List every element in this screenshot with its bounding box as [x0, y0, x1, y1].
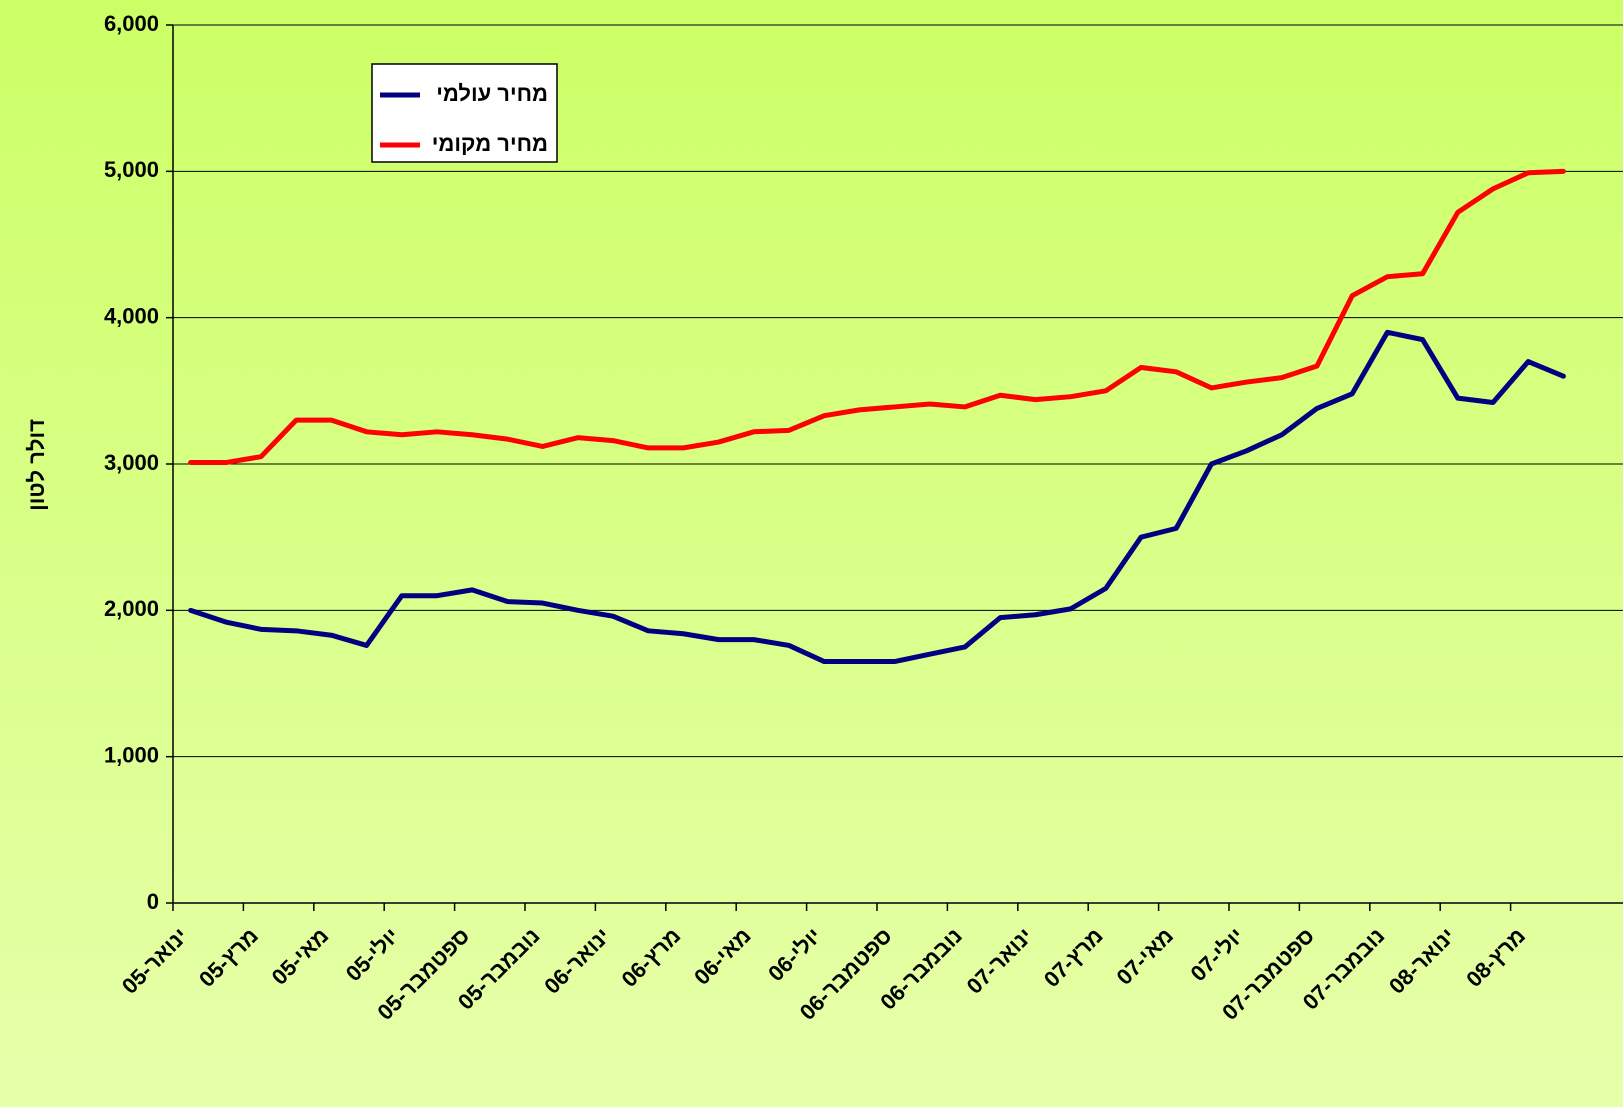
y-tick-label: 0 [147, 889, 159, 914]
x-tick-label: יולי-06 [763, 923, 826, 986]
legend: מחיר עולמי מחיר מקומי [371, 63, 558, 163]
y-axis-label: דולר לטון [24, 419, 49, 511]
y-tick-label: 2,000 [104, 596, 159, 621]
x-tick-label: ינואר-05 [117, 923, 193, 999]
series-line [188, 168, 1566, 466]
y-tick-label: 5,000 [104, 157, 159, 182]
x-tick-label: מאי-05 [267, 923, 334, 990]
x-tick-label: ינואר-06 [539, 923, 615, 999]
series-line [188, 329, 1566, 665]
x-tick-label: ינואר-08 [1384, 923, 1460, 999]
x-tick-label: יולי-07 [1185, 923, 1248, 986]
x-tick-label: ינואר-07 [962, 923, 1038, 999]
x-tick-label: מרץ-06 [616, 923, 685, 992]
y-tick-label: 1,000 [104, 742, 159, 767]
x-tick-label: מרץ-07 [1039, 923, 1108, 992]
x-tick-label: מאי-07 [1111, 923, 1178, 990]
y-tick-label: 4,000 [104, 303, 159, 328]
x-tick-label: יולי-05 [341, 923, 404, 986]
y-tick-label: 3,000 [104, 450, 159, 475]
legend-box [371, 63, 558, 163]
y-tick-label: 6,000 [104, 11, 159, 36]
x-tick-label: מאי-06 [689, 923, 756, 990]
legend-label: מחיר עולמי [436, 81, 548, 106]
x-tick-label: מרץ-08 [1461, 923, 1530, 992]
x-tick-label: מרץ-05 [194, 923, 263, 992]
legend-label: מחיר מקומי [432, 131, 548, 156]
